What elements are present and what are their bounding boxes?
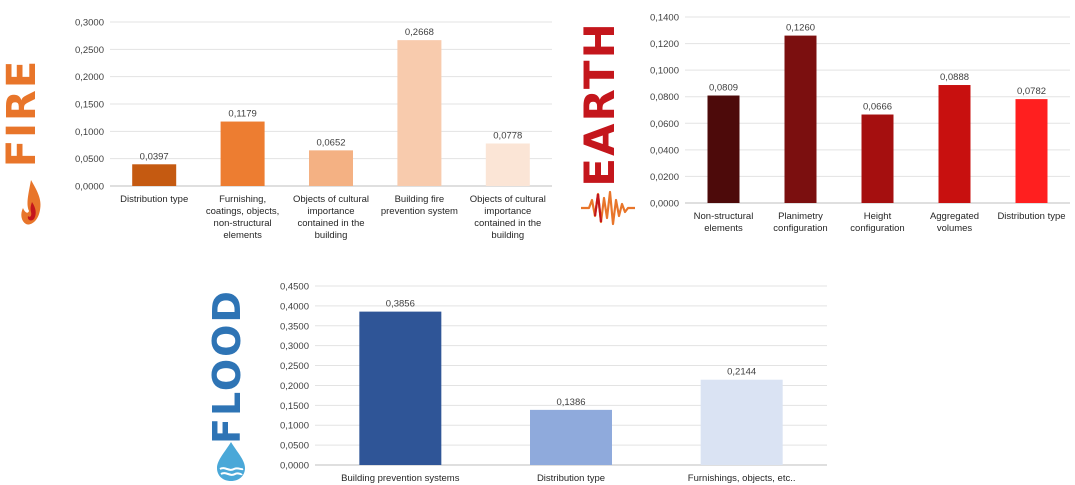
flood-y-tick-label: 0,0000	[280, 461, 309, 472]
earth-y-tick-label: 0,1200	[650, 39, 679, 50]
flood-y-tick-label: 0,3500	[280, 321, 309, 332]
fire-category-label: building	[315, 230, 348, 241]
fire-y-tick-label: 0,3000	[75, 18, 104, 29]
fire-y-tick-label: 0,1500	[75, 100, 104, 111]
fire-category-label: importance	[484, 206, 531, 217]
flood-category-label: Furnishings, objects, etc..	[688, 473, 796, 484]
flood-y-tick-label: 0,0500	[280, 441, 309, 452]
flood-y-tick-label: 0,2500	[280, 361, 309, 372]
earth-category-label: Distribution type	[997, 211, 1065, 222]
earth-bar	[861, 114, 894, 203]
fire-y-tick-label: 0,0500	[75, 154, 104, 165]
earth-y-tick-label: 0,0400	[650, 145, 679, 156]
earth-y-tick-label: 0,0600	[650, 119, 679, 130]
earth-bar-chart: 0,0000 0,0200 0,0400 0,0600 0,0800 0,1000 0,12…	[650, 13, 1070, 234]
fire-value-label: 0,0778	[493, 130, 522, 141]
fire-value-label: 0,0397	[140, 151, 169, 162]
earth-y-tick-label: 0,1000	[650, 66, 679, 77]
fire-panel: FIRE 0,0000 0,0500 0,1000 0,1500 0,2000 0,250…	[0, 0, 560, 250]
fire-bar-chart: 0,0000 0,0500 0,1000 0,1500 0,2000 0,2500 0,30…	[75, 18, 552, 241]
fire-bar	[132, 164, 177, 186]
flood-y-tick-label: 0,1000	[280, 421, 309, 432]
flood-value-label: 0,3856	[386, 299, 415, 310]
flood-bar	[700, 379, 783, 465]
fire-category-label: Furnishing,	[219, 194, 266, 205]
earth-bar	[784, 35, 817, 203]
flood-y-tick-label: 0,2000	[280, 381, 309, 392]
fire-grid	[110, 21, 552, 187]
fire-y-axis: 0,0000 0,0500 0,1000 0,1500 0,2000 0,2500 0,30…	[75, 18, 104, 193]
fire-category-label: Distribution type	[120, 194, 188, 205]
earth-y-tick-label: 0,0800	[650, 92, 679, 103]
fire-category-label: contained in the	[474, 218, 541, 229]
earth-bar	[707, 95, 740, 203]
flood-value-label: 0,1386	[556, 397, 585, 408]
earth-bar	[938, 85, 971, 203]
earth-category-label: Height	[864, 211, 892, 222]
earth-value-label: 0,1260	[786, 23, 815, 34]
earth-value-label: 0,0782	[1017, 86, 1046, 97]
earth-category-label: Planimetry	[778, 211, 823, 222]
fire-category-label: Objects of cultural	[470, 194, 546, 205]
fire-category-label: importance	[308, 206, 355, 217]
earth-category-label: Aggregated	[930, 211, 979, 222]
earth-y-tick-label: 0,1400	[650, 13, 679, 24]
flood-value-label: 0,2144	[727, 367, 756, 378]
earth-y-axis: 0,0000 0,0200 0,0400 0,0600 0,0800 0,1000 0,12…	[650, 13, 679, 210]
fire-category-label: Objects of cultural	[293, 194, 369, 205]
fire-value-label: 0,0652	[316, 137, 345, 148]
fire-category-label: non-structural	[214, 218, 272, 229]
earth-panel: EARTH 0,0000 0,0200 0,0400 0,0600 0,0800 0,10…	[575, 0, 1075, 245]
fire-category-label: building	[491, 230, 524, 241]
earth-value-label: 0,0666	[863, 102, 892, 113]
earth-category-label: configuration	[850, 223, 904, 234]
earth-category-label: configuration	[773, 223, 827, 234]
seismograph-icon	[581, 190, 635, 226]
flood-y-axis: 0,0000 0,0500 0,1000 0,1500 0,2000 0,2500 0,30…	[280, 282, 309, 472]
fire-value-label: 0,2668	[405, 27, 434, 38]
water-drop-icon	[217, 442, 245, 481]
earth-y-tick-label: 0,0000	[650, 199, 679, 210]
flood-bar-chart: 0,0000 0,0500 0,1000 0,1500 0,2000 0,2500 0,30…	[280, 282, 827, 484]
earth-y-tick-label: 0,0200	[650, 172, 679, 183]
flood-y-tick-label: 0,1500	[280, 401, 309, 412]
fire-y-tick-label: 0,2000	[75, 72, 104, 83]
fire-category-label: contained in the	[297, 218, 364, 229]
fire-category-label: Building fire	[395, 194, 445, 205]
fire-y-tick-label: 0,1000	[75, 127, 104, 138]
fire-bar	[397, 40, 442, 186]
fire-category-label: coatings, objects,	[206, 206, 279, 217]
flood-category-label: Building prevention systems	[341, 473, 460, 484]
fire-category-label: elements	[223, 230, 262, 241]
earth-category-label: Non-structural	[694, 211, 754, 222]
flood-panel: FLOOD 0,0000 0,0500 0,1000 0,1500 0,2000 0,25…	[205, 272, 845, 485]
fire-y-tick-label: 0,2500	[75, 45, 104, 56]
fire-bar	[485, 143, 530, 186]
fire-value-label: 0,1179	[228, 109, 256, 120]
earth-bar	[1015, 99, 1048, 203]
flood-y-tick-label: 0,4500	[280, 282, 309, 293]
earth-category-label: elements	[704, 223, 743, 234]
flame-icon	[21, 180, 41, 225]
flood-y-tick-label: 0,3000	[280, 341, 309, 352]
fire-bar	[220, 121, 265, 186]
flood-bar	[359, 311, 442, 465]
flood-category-label: Distribution type	[537, 473, 605, 484]
fire-y-tick-label: 0,0000	[75, 182, 104, 193]
flood-y-tick-label: 0,4000	[280, 301, 309, 312]
flood-bar	[530, 409, 612, 465]
earth-category-label: volumes	[937, 223, 973, 234]
earth-value-label: 0,0809	[709, 83, 738, 94]
fire-category-label: prevention system	[381, 206, 458, 217]
earth-value-label: 0,0888	[940, 72, 969, 83]
fire-bar	[309, 150, 353, 186]
